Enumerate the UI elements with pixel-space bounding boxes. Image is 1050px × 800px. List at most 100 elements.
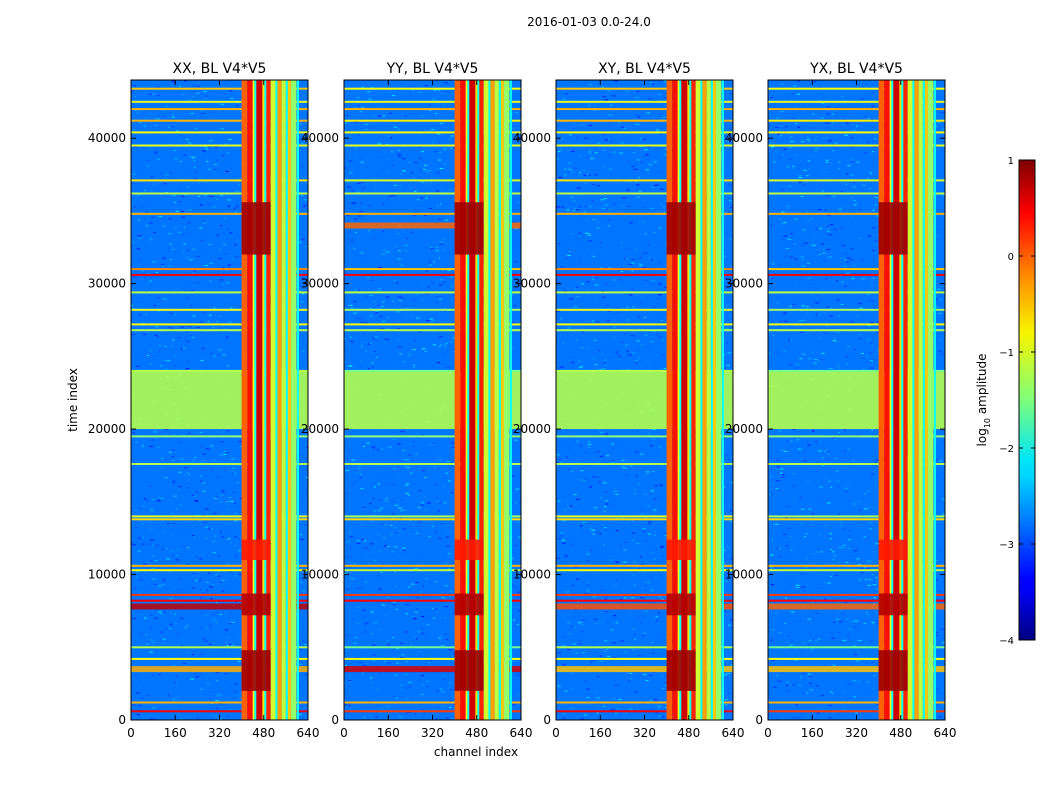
channel-gap <box>275 80 278 720</box>
noise-cell <box>349 172 353 174</box>
noise-cell <box>210 445 214 447</box>
noise-cell <box>723 597 727 598</box>
noise-cell <box>595 623 599 625</box>
noise-cell <box>180 211 184 213</box>
noise-cell <box>142 322 145 324</box>
noise-cell <box>578 257 582 259</box>
noise-cell <box>344 572 347 574</box>
noise-cell <box>363 717 366 719</box>
noise-cell <box>601 353 603 355</box>
noise-cell <box>408 643 410 645</box>
noise-cell <box>417 631 421 633</box>
noise-cell <box>620 142 624 144</box>
noise-cell <box>615 530 619 532</box>
noise-cell <box>385 503 389 505</box>
noise-cell <box>443 148 447 150</box>
noise-cell <box>450 285 453 287</box>
noise-cell <box>132 617 136 619</box>
noise-cell <box>234 520 238 522</box>
noise-cell <box>594 364 597 366</box>
noise-cell <box>607 621 609 623</box>
noise-cell <box>402 509 407 511</box>
noise-cell <box>164 428 169 430</box>
noise-cell <box>646 361 650 363</box>
noise-cell <box>377 288 382 290</box>
noise-cell <box>137 183 140 185</box>
noise-cell <box>177 589 179 591</box>
noise-cell <box>235 458 237 459</box>
noise-cell <box>174 313 176 315</box>
noise-cell <box>592 596 597 598</box>
noise-cell <box>371 352 374 354</box>
noise-cell <box>620 640 624 642</box>
noise-cell <box>390 534 393 536</box>
time-stripe <box>344 273 521 276</box>
noise-cell <box>233 473 236 475</box>
noise-cell <box>664 286 667 288</box>
noise-cell <box>440 279 443 281</box>
time-stripe <box>131 329 308 332</box>
noise-cell <box>350 230 355 232</box>
noise-cell <box>229 232 233 234</box>
noise-cell <box>420 591 422 593</box>
noise-cell <box>137 301 141 302</box>
noise-cell <box>226 106 228 107</box>
noise-cell <box>198 183 200 185</box>
noise-cell <box>637 357 641 359</box>
noise-cell <box>388 476 393 478</box>
noise-cell <box>141 633 143 634</box>
noise-cell <box>593 146 597 148</box>
noise-cell <box>151 176 153 178</box>
noise-cell <box>370 343 372 345</box>
noise-cell <box>439 168 444 169</box>
noise-cell <box>188 142 191 144</box>
noise-cell <box>154 152 158 154</box>
noise-cell <box>407 86 412 88</box>
noise-cell <box>156 500 161 502</box>
noise-cell <box>354 480 357 482</box>
noise-cell <box>649 550 654 552</box>
noise-cell <box>202 482 205 484</box>
noise-cell <box>346 114 349 116</box>
noise-cell <box>561 458 565 460</box>
noise-cell <box>219 234 221 236</box>
noise-cell <box>635 210 640 212</box>
noise-cell <box>578 236 580 238</box>
noise-cell <box>148 294 151 296</box>
noise-cell <box>152 642 155 643</box>
noise-cell <box>393 546 398 548</box>
noise-cell <box>217 555 220 557</box>
noise-cell <box>389 195 393 197</box>
noise-cell <box>170 533 173 535</box>
noise-cell <box>518 536 521 538</box>
noise-cell <box>419 157 422 159</box>
noise-cell <box>426 243 430 245</box>
noise-cell <box>402 597 406 598</box>
noise-cell <box>425 197 428 199</box>
noise-cell <box>234 502 236 504</box>
noise-cell <box>217 575 221 577</box>
noise-cell <box>627 194 630 196</box>
noise-cell <box>436 89 440 91</box>
x-tick-label: 320 <box>208 726 231 740</box>
noise-cell <box>611 443 615 445</box>
noise-cell <box>215 275 217 277</box>
noise-cell <box>237 550 242 552</box>
noise-cell <box>150 190 153 192</box>
noise-cell <box>305 246 308 248</box>
noise-cell <box>606 649 609 650</box>
noise-cell <box>647 505 650 507</box>
noise-cell <box>727 430 730 432</box>
noise-cell <box>730 619 733 621</box>
noise-cell <box>628 337 630 339</box>
noise-cell <box>164 477 168 479</box>
noise-cell <box>375 276 377 278</box>
noise-cell <box>145 634 149 636</box>
noise-cell <box>624 474 629 476</box>
noise-cell <box>393 673 397 675</box>
noise-cell <box>613 326 616 328</box>
noise-cell <box>605 304 609 306</box>
noise-cell <box>637 617 639 619</box>
noise-cell <box>148 113 152 115</box>
noise-cell <box>176 484 180 486</box>
